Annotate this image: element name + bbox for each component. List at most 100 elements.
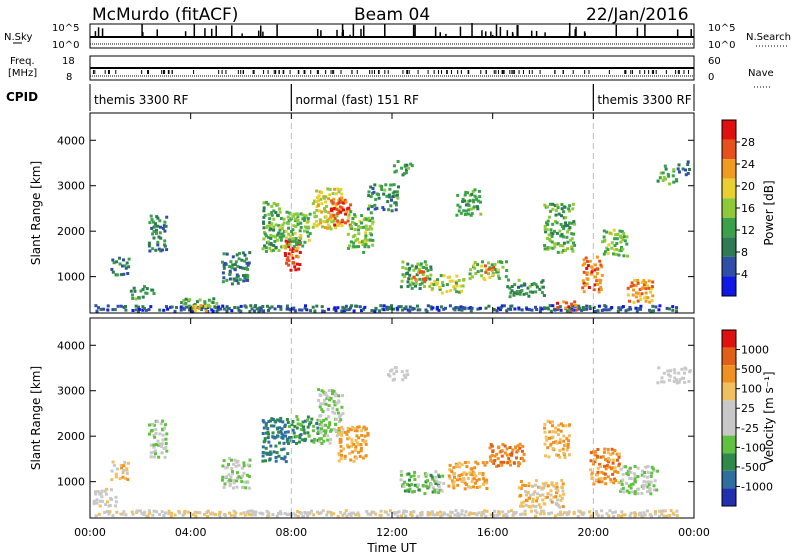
data-cell: [353, 233, 357, 237]
data-cell: [666, 172, 670, 176]
data-cell: [318, 422, 322, 426]
data-cell: [647, 480, 651, 484]
data-cell: [562, 235, 566, 239]
data-cell: [276, 512, 280, 515]
y-tick-label: 4000: [57, 339, 85, 352]
data-cell: [430, 475, 434, 479]
data-cell: [432, 283, 436, 287]
data-cell: [392, 511, 396, 515]
data-cell: [197, 306, 201, 310]
data-cell: [316, 426, 320, 430]
data-cell: [100, 499, 104, 503]
data-cell: [438, 285, 442, 289]
data-cell: [548, 246, 552, 250]
data-cell: [520, 289, 524, 292]
data-cell: [211, 309, 215, 313]
data-cell: [347, 436, 351, 440]
data-cell: [605, 308, 609, 312]
data-cell: [640, 491, 644, 495]
data-cell: [316, 430, 320, 434]
data-cell: [460, 308, 464, 312]
data-cell: [547, 233, 551, 237]
data-cell: [246, 267, 250, 271]
data-cell: [318, 405, 322, 409]
data-cell: [591, 267, 595, 271]
data-cell: [632, 288, 635, 292]
data-cell: [238, 251, 241, 255]
data-cell: [343, 198, 347, 202]
data-cell: [653, 479, 657, 483]
data-cell: [420, 511, 424, 514]
data-cell: [558, 438, 562, 442]
data-cell: [224, 514, 228, 517]
data-cell: [125, 261, 129, 265]
data-cell: [639, 307, 642, 311]
data-cell: [468, 199, 472, 203]
data-cell: [133, 289, 137, 293]
data-cell: [565, 437, 569, 441]
data-cell: [327, 217, 331, 221]
data-cell: [417, 267, 421, 271]
data-cell: [409, 511, 413, 514]
data-cell: [589, 514, 593, 518]
data-cell: [226, 465, 230, 469]
data-cell: [399, 473, 403, 477]
data-cell: [331, 192, 335, 196]
data-cell: [591, 471, 595, 475]
data-cell: [452, 483, 455, 487]
data-cell: [565, 235, 569, 239]
data-cell: [406, 308, 410, 312]
data-cell: [114, 504, 117, 508]
data-cell: [531, 504, 535, 508]
data-cell: [585, 282, 589, 286]
data-cell: [315, 304, 319, 308]
data-cell: [426, 269, 430, 273]
data-cell: [349, 224, 353, 228]
data-cell: [543, 430, 547, 434]
data-cell: [364, 234, 368, 238]
data-cell: [329, 511, 333, 515]
data-cell: [583, 262, 587, 266]
data-cell: [397, 510, 401, 514]
data-cell: [303, 431, 307, 435]
data-cell: [447, 474, 451, 478]
data-cell: [437, 485, 441, 488]
data-cell: [411, 490, 415, 494]
data-cell: [561, 512, 564, 516]
data-cell: [152, 509, 156, 513]
data-cell: [111, 258, 115, 262]
data-cell: [125, 467, 129, 471]
data-cell: [470, 192, 474, 196]
data-cell: [484, 306, 488, 310]
data-cell: [262, 309, 265, 313]
data-cell: [331, 201, 335, 205]
data-cell: [292, 306, 296, 310]
data-cell: [271, 513, 275, 517]
velocity-ylabel: Slant Range [km]: [29, 366, 43, 470]
data-cell: [631, 490, 634, 494]
data-cell: [357, 436, 361, 440]
colorbar-segment: [722, 365, 736, 383]
data-cell: [417, 488, 421, 492]
data-cell: [234, 260, 238, 264]
data-cell: [301, 213, 305, 217]
data-cell: [282, 457, 286, 461]
data-cell: [601, 455, 605, 459]
data-cell: [452, 480, 456, 484]
data-cell: [320, 210, 324, 214]
data-cell: [286, 430, 290, 434]
data-cell: [406, 284, 410, 288]
data-cell: [562, 249, 566, 252]
data-cell: [548, 202, 552, 206]
data-cell: [292, 261, 295, 265]
data-cell: [534, 505, 538, 508]
data-cell: [242, 461, 246, 465]
data-cell: [296, 219, 300, 222]
data-cell: [324, 431, 327, 435]
data-cell: [571, 249, 575, 253]
data-cell: [311, 305, 315, 309]
data-cell: [683, 380, 687, 384]
data-cell: [247, 261, 251, 265]
data-cell: [508, 446, 512, 449]
data-cell: [675, 306, 678, 310]
